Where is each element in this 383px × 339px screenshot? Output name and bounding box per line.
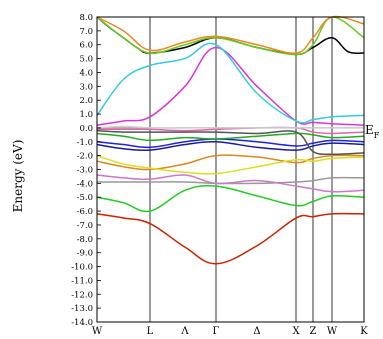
- y-tick-label: 5.0: [79, 55, 93, 65]
- y-axis-ticks: 8.0 7.0 6.0 5.0 4.0 3.0 2.0 1.0 0.0 -1.0 -2.0 -3.0 -…: [71, 13, 101, 328]
- y-tick-label: -7.0: [77, 221, 93, 231]
- y-tick-label: 6.0: [79, 41, 93, 51]
- y-tick-label: 8.0: [79, 13, 93, 23]
- y-tick-label: 0.0: [79, 124, 93, 134]
- band-line: [96, 154, 365, 171]
- y-tick-label: -2.0: [77, 152, 93, 162]
- y-tick-label: -3.0: [77, 166, 93, 176]
- band-line: [96, 138, 365, 149]
- fermi-label-sub: F: [374, 131, 380, 140]
- band-line: [96, 174, 365, 193]
- x-tick-label: Z: [310, 326, 317, 337]
- y-tick-label: -9.0: [77, 249, 93, 259]
- band-line: [96, 132, 365, 142]
- band-line: [96, 212, 365, 265]
- x-tick-label: X: [292, 326, 300, 337]
- y-tick-label: 3.0: [79, 82, 93, 92]
- y-tick-label: 1.0: [79, 110, 93, 120]
- y-tick-label: -14.0: [71, 318, 93, 328]
- y-tick-label: 4.0: [79, 68, 93, 78]
- y-tick-label: 2.0: [79, 96, 93, 106]
- y-tick-label: -4.0: [77, 179, 93, 189]
- y-tick-label: -5.0: [77, 193, 93, 203]
- y-tick-label: -8.0: [77, 235, 93, 245]
- x-tick-label: K: [360, 326, 368, 337]
- band-line: [96, 16, 365, 56]
- y-tick-label: -6.0: [77, 207, 93, 217]
- band-line: [96, 176, 365, 185]
- band-line: [96, 46, 365, 126]
- chart-series-group: [96, 15, 365, 265]
- x-tick-label: W: [327, 326, 338, 337]
- y-tick-label: -12.0: [71, 290, 93, 300]
- x-tick-label: W: [92, 326, 103, 337]
- x-tick-label: Δ: [253, 326, 260, 337]
- band-line: [96, 129, 365, 156]
- band-line: [96, 125, 364, 129]
- fermi-level-label: EF: [365, 123, 380, 140]
- x-tick-label: Λ: [180, 326, 189, 337]
- fermi-label-main: E: [365, 123, 374, 137]
- band-line: [96, 154, 365, 175]
- band-line: [96, 15, 365, 54]
- y-tick-label: -11.0: [71, 276, 93, 286]
- y-tick-label: 7.0: [79, 27, 93, 37]
- x-tick-label: L: [147, 326, 154, 337]
- y-tick-label: -1.0: [77, 138, 93, 148]
- y-axis-label: Energy (eV): [11, 140, 25, 213]
- band-line: [96, 42, 365, 124]
- y-tick-label: -10.0: [71, 263, 93, 273]
- y-tick-label: -13.0: [71, 304, 93, 314]
- band-line: [96, 140, 365, 152]
- band-line: [96, 184, 365, 213]
- x-tick-label: Γ: [213, 326, 220, 337]
